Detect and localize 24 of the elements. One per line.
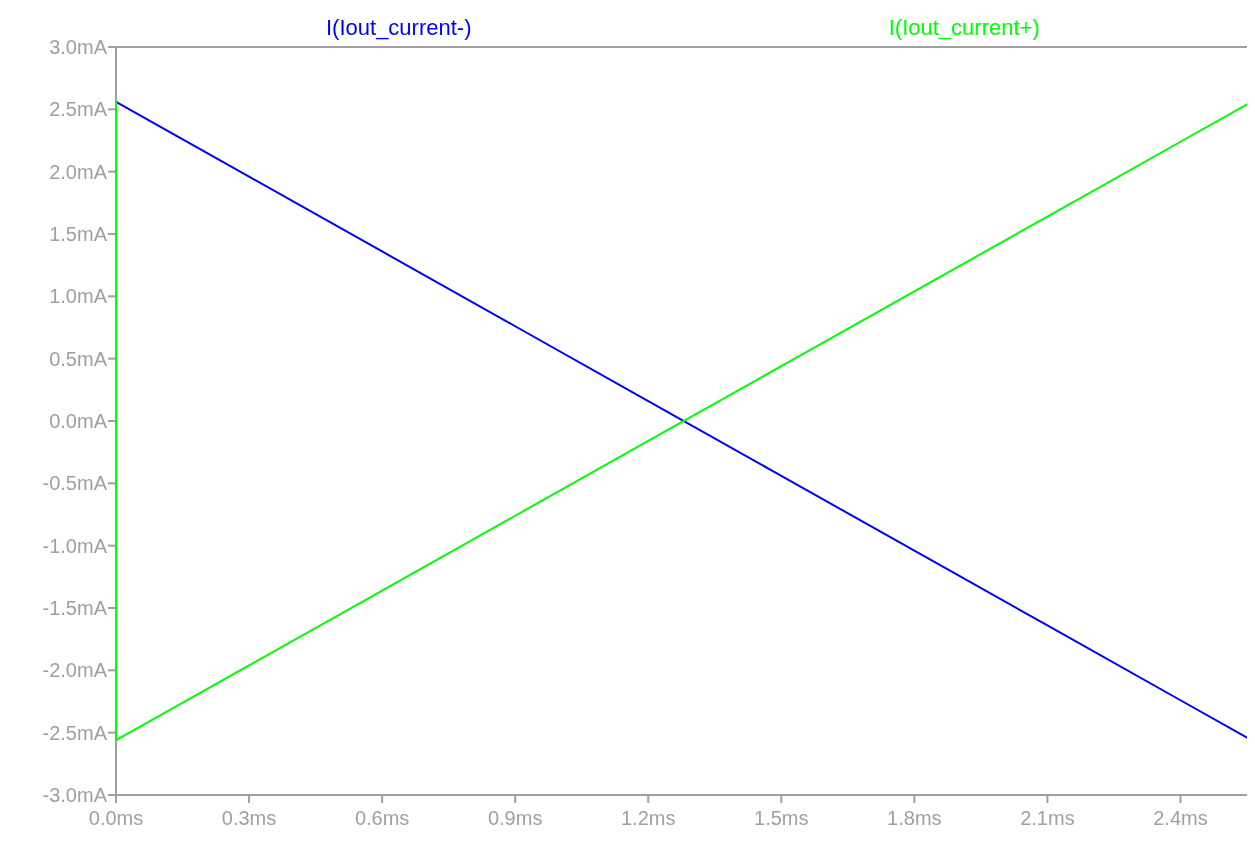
y-tick-label: -1.0mA [42, 534, 108, 557]
y-tick-label: 0.0mA [49, 410, 108, 432]
x-tick-label: 0.0ms [88, 807, 144, 829]
y-tick-label: -1.5mA [42, 597, 108, 619]
y-tick-label: 1.5mA [49, 223, 108, 245]
y-tick-label: -2.5mA [42, 721, 108, 744]
y-tick-label: 2.5mA [49, 98, 108, 121]
y-tick-label: -2.0mA [42, 659, 108, 682]
text: I(Iout_current-) [326, 15, 472, 40]
x-tick-label: 2.1ms [1020, 807, 1075, 829]
y-tick-label: 3.0mA [49, 36, 108, 58]
y-tick-label: 2.0mA [49, 160, 108, 183]
x-tick-label: 1.8ms [887, 807, 942, 829]
text: I(Iout_current+) [888, 15, 1040, 40]
y-tick-label: -3.0mA [42, 784, 108, 806]
y-tick-label: 0.5mA [49, 347, 108, 370]
x-tick-label: 0.3ms [221, 807, 277, 829]
y-tick-label: -0.5mA [42, 472, 108, 495]
y-tick-label: 1.0mA [49, 285, 108, 308]
x-tick-label: 0.6ms [354, 807, 410, 829]
x-tick-label: 0.9ms [487, 807, 543, 829]
x-tick-label: 1.2ms [621, 807, 676, 829]
x-tick-label: 1.5ms [754, 807, 809, 829]
x-tick-label: 2.4ms [1153, 807, 1208, 829]
